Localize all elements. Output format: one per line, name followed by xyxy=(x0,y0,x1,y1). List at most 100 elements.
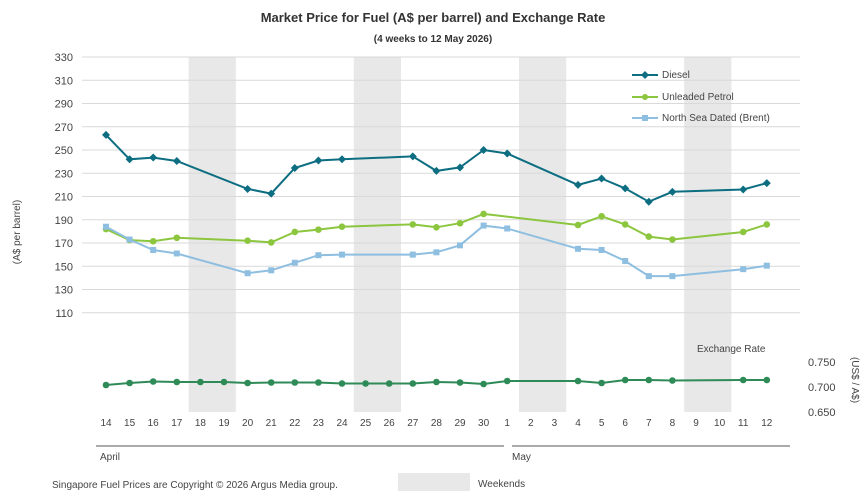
data-point-north-sea-dated-brent xyxy=(150,246,157,253)
x-tick-label: 11 xyxy=(738,418,749,429)
data-point-exchange-rate xyxy=(621,376,629,384)
data-point-north-sea-dated-brent xyxy=(409,251,416,258)
y-axis-label-left: (A$ per barrel) xyxy=(12,200,23,264)
data-point-exchange-rate xyxy=(338,380,346,387)
series-group xyxy=(102,130,771,389)
month-label-april: April xyxy=(100,452,120,463)
data-point-exchange-rate xyxy=(362,380,369,387)
data-point-exchange-rate xyxy=(456,379,464,386)
data-point-exchange-rate xyxy=(197,378,204,386)
data-point-unleaded-petrol xyxy=(763,221,771,228)
data-point-unleaded-petrol xyxy=(645,233,653,240)
y-right-tick-label: 0.700 xyxy=(808,382,836,394)
x-tick-label: 5 xyxy=(599,418,605,429)
data-point-diesel xyxy=(125,155,134,164)
month-label-may: May xyxy=(512,452,531,463)
data-point-diesel xyxy=(574,180,582,189)
legend: Diesel Unleaded Petrol North Sea Dated (… xyxy=(632,70,770,124)
gridlines xyxy=(82,56,800,314)
legend-diesel-marker xyxy=(641,71,649,79)
data-point-exchange-rate xyxy=(739,376,747,384)
data-point-exchange-rate xyxy=(574,377,582,385)
data-point-north-sea-dated-brent xyxy=(244,270,251,277)
y-tick-label: 230 xyxy=(55,168,73,180)
x-tick-label: 26 xyxy=(384,418,396,429)
data-point-north-sea-dated-brent xyxy=(268,267,275,274)
data-point-unleaded-petrol xyxy=(574,221,582,229)
data-point-north-sea-dated-brent xyxy=(291,259,298,266)
data-point-exchange-rate xyxy=(669,377,676,384)
data-point-exchange-rate xyxy=(102,381,110,389)
data-point-unleaded-petrol xyxy=(739,228,747,236)
data-point-diesel xyxy=(479,146,488,154)
y-tick-label: 110 xyxy=(55,308,73,320)
data-point-north-sea-dated-brent xyxy=(598,246,605,253)
y-axis-label-right: (US$ / A$) xyxy=(849,357,860,403)
x-tick-label: 2 xyxy=(528,418,534,429)
y-tick-label: 170 xyxy=(55,238,73,250)
data-point-unleaded-petrol xyxy=(291,228,299,236)
data-point-north-sea-dated-brent xyxy=(433,249,440,256)
weekend-band xyxy=(188,57,236,412)
data-point-exchange-rate xyxy=(598,379,605,387)
data-point-unleaded-petrol xyxy=(598,212,605,220)
data-point-exchange-rate xyxy=(220,378,228,386)
data-point-exchange-rate xyxy=(385,380,393,387)
legend-diesel-label: Diesel xyxy=(662,70,690,81)
legend-brent-label: North Sea Dated (Brent) xyxy=(662,113,770,124)
data-point-diesel xyxy=(597,174,606,183)
x-tick-label: 15 xyxy=(124,418,136,429)
data-point-diesel xyxy=(314,156,323,165)
data-point-diesel xyxy=(644,197,653,206)
x-tick-label: 30 xyxy=(478,418,490,429)
x-tick-label: 3 xyxy=(552,418,558,429)
x-tick-label: 22 xyxy=(289,418,301,429)
data-point-diesel xyxy=(243,184,252,193)
data-point-diesel xyxy=(456,163,464,172)
data-point-north-sea-dated-brent xyxy=(480,222,487,229)
data-point-diesel xyxy=(408,152,417,161)
data-point-unleaded-petrol xyxy=(244,237,251,244)
data-point-exchange-rate xyxy=(267,379,275,386)
x-tick-label: 20 xyxy=(242,418,254,429)
data-point-unleaded-petrol xyxy=(267,239,275,246)
data-point-exchange-rate xyxy=(645,376,653,384)
data-point-unleaded-petrol xyxy=(456,219,464,227)
data-point-north-sea-dated-brent xyxy=(126,236,133,243)
copyright-text: Singapore Fuel Prices are Copyright © 20… xyxy=(52,480,338,491)
data-point-unleaded-petrol xyxy=(315,226,322,233)
x-tick-label: 4 xyxy=(575,418,581,429)
x-tick-label: 8 xyxy=(670,418,676,429)
x-tick-label: 17 xyxy=(171,418,183,429)
data-point-north-sea-dated-brent xyxy=(103,223,109,230)
x-tick-label: 9 xyxy=(693,418,699,429)
y-tick-label: 310 xyxy=(55,75,73,87)
x-tick-label: 23 xyxy=(313,418,325,429)
data-point-diesel xyxy=(149,153,158,162)
x-tick-label: 10 xyxy=(714,418,726,429)
legend-brent-marker xyxy=(642,115,648,121)
chart-subtitle: (4 weeks to 12 May 2026) xyxy=(374,34,492,45)
x-tick-label: 6 xyxy=(622,418,628,429)
data-point-north-sea-dated-brent xyxy=(457,242,463,249)
weekends-legend-swatch xyxy=(398,473,470,491)
legend-petrol-label: Unleaded Petrol xyxy=(662,92,734,103)
data-point-north-sea-dated-brent xyxy=(669,273,676,280)
data-point-diesel xyxy=(739,185,748,194)
x-tick-label: 21 xyxy=(266,418,278,429)
data-point-exchange-rate xyxy=(291,379,299,386)
x-tick-label: 16 xyxy=(148,418,160,429)
data-point-exchange-rate xyxy=(126,379,133,387)
weekends-legend-label: Weekends xyxy=(478,479,525,490)
x-tick-label: 27 xyxy=(407,418,419,429)
data-point-exchange-rate xyxy=(763,376,771,384)
series-line-unleaded-petrol xyxy=(105,212,768,244)
chart-title: Market Price for Fuel (A$ per barrel) an… xyxy=(261,10,606,25)
data-point-north-sea-dated-brent xyxy=(575,245,581,252)
data-point-unleaded-petrol xyxy=(173,234,181,242)
data-point-diesel xyxy=(668,187,677,196)
data-point-unleaded-petrol xyxy=(409,221,417,228)
data-point-exchange-rate xyxy=(315,379,322,386)
x-tick-label: 19 xyxy=(218,418,230,429)
x-tick-label: 18 xyxy=(195,418,207,429)
